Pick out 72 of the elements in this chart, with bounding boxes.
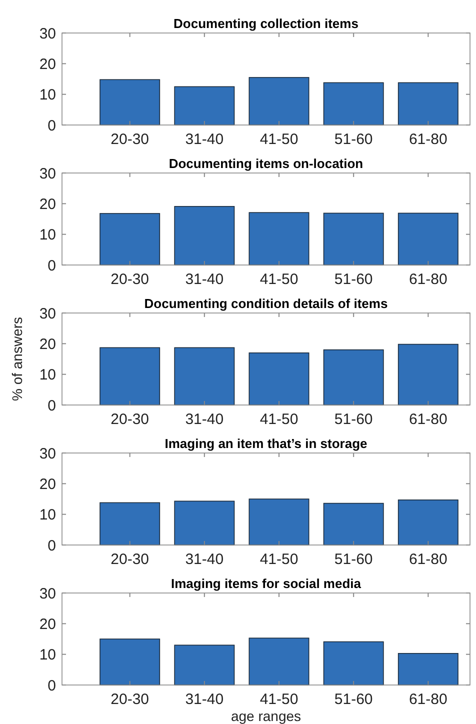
x-tick-label: 20-30 [110,411,150,428]
x-tick-label: 20-30 [110,131,150,148]
y-tick-label: 20 [39,56,56,73]
y-tick-label: 30 [39,305,56,322]
x-axis-title: age ranges [230,708,302,724]
bar [248,77,310,126]
x-tick-label: 20-30 [110,551,150,568]
y-tick-label: 0 [48,397,56,414]
y-tick-label: 30 [39,585,56,602]
x-tick-label: 41-50 [260,551,298,568]
x-tick-label: 20-30 [110,271,150,288]
y-tick-label: 0 [48,537,56,554]
bar [100,79,160,126]
chart-title: Documenting items on-location [168,156,364,171]
bar [174,206,235,266]
x-tick-label: 41-50 [260,411,298,428]
y-axis-title: % of answers [9,316,25,402]
bar [323,349,384,406]
x-tick-label: 61-80 [408,551,448,568]
bar [100,213,160,266]
bar [398,344,458,406]
bar [398,653,458,686]
x-tick-label: 61-80 [408,131,448,148]
x-tick-label: 20-30 [110,691,150,708]
x-tick-label: 31-40 [185,411,224,428]
bar [100,347,160,406]
bar [323,82,384,126]
x-tick-label: 31-40 [185,131,224,148]
bar [398,212,458,266]
bar [100,638,160,686]
x-tick-label: 41-50 [260,271,298,288]
y-tick-label: 10 [39,366,56,384]
y-tick-label: 10 [39,646,56,664]
x-tick-label: 31-40 [185,551,224,568]
x-tick-label: 61-80 [408,271,448,288]
x-tick-label: 51-60 [334,411,373,428]
bar [323,641,384,686]
chart-title: Documenting condition details of items [144,296,388,311]
y-tick-label: 20 [39,336,56,353]
bar [174,347,235,406]
y-tick-label: 30 [39,25,56,42]
y-tick-label: 10 [39,506,56,524]
x-tick-label: 41-50 [260,131,298,148]
y-tick-label: 20 [39,476,56,493]
x-tick-label: 41-50 [260,691,298,708]
y-tick-label: 0 [48,257,56,274]
y-tick-label: 30 [39,445,56,462]
x-tick-label: 51-60 [334,131,373,148]
x-tick-label: 31-40 [185,691,224,708]
bar [248,212,310,266]
y-tick-label: 10 [39,226,56,244]
y-tick-label: 0 [48,117,56,134]
x-tick-label: 61-80 [408,691,448,708]
y-tick-label: 20 [39,196,56,213]
bar [174,86,235,126]
bar [323,212,384,266]
x-tick-label: 61-80 [408,411,448,428]
chart-title: Imaging items for social media [171,576,362,591]
x-tick-label: 51-60 [334,691,373,708]
x-tick-label: 31-40 [185,271,224,288]
bar [248,352,310,406]
y-tick-label: 0 [48,677,56,694]
y-tick-label: 30 [39,165,56,182]
bar [398,82,458,126]
x-tick-label: 51-60 [334,271,373,288]
chart-title: Imaging an item that’s in storage [164,436,368,451]
chart-title: Documenting collection items [174,16,358,31]
y-tick-label: 10 [39,86,56,104]
bar [174,644,235,686]
bar [248,638,310,686]
x-tick-label: 51-60 [334,551,373,568]
y-tick-label: 20 [39,616,56,633]
